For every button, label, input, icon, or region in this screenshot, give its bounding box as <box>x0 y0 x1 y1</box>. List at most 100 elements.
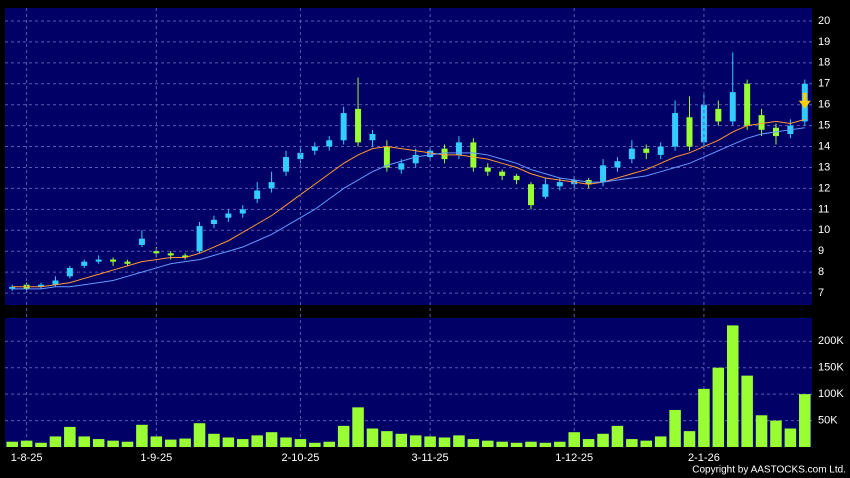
volume-bar <box>611 425 624 447</box>
volume-bar <box>539 442 552 447</box>
y-tick-label: 17 <box>818 78 830 90</box>
x-tick-label: 2-1-26 <box>688 452 720 464</box>
y-tick-label: 16 <box>818 99 830 111</box>
candle-body <box>355 108 362 143</box>
volume-bar <box>554 441 566 447</box>
volume-bar <box>49 436 62 447</box>
candle-body <box>470 142 477 168</box>
volume-bar <box>193 423 206 447</box>
volume-bar <box>64 426 76 447</box>
x-tick-label: 1-12-25 <box>555 452 593 464</box>
volume-bar <box>222 437 235 447</box>
volume-bar <box>525 441 537 447</box>
volume-panel <box>5 318 812 447</box>
candle-body <box>81 261 88 266</box>
volume-bar <box>237 439 249 447</box>
volume-bar <box>20 440 33 447</box>
volume-bar <box>755 415 768 447</box>
volume-bar <box>726 325 739 447</box>
candle-body <box>340 113 347 141</box>
volume-bar <box>107 440 119 447</box>
volume-bar <box>453 435 465 447</box>
candle-body <box>52 280 59 285</box>
volume-bar <box>35 442 47 447</box>
candle-body <box>758 115 765 130</box>
copyright: Copyright by AASTOCKS.com Ltd. <box>692 465 846 476</box>
candle-body <box>715 108 722 122</box>
candle-body <box>383 146 390 168</box>
candle-body <box>196 226 203 252</box>
volume-bar <box>309 442 321 447</box>
candle-body <box>254 190 261 199</box>
volume-bar <box>510 442 523 447</box>
y-tick-label: 15 <box>818 120 830 132</box>
y-tick-label: 7 <box>818 287 824 299</box>
candle-body <box>556 182 563 187</box>
candle-body <box>268 182 275 189</box>
candle-body <box>657 146 664 155</box>
volume-bar <box>741 375 753 447</box>
candle-body <box>369 134 376 141</box>
volume-bar <box>438 437 451 447</box>
volume-bar <box>669 409 681 447</box>
candle-body <box>225 213 232 218</box>
volume-bar <box>481 440 494 447</box>
volume-bar <box>582 439 595 447</box>
volume-bar <box>799 394 811 447</box>
candle-body <box>600 165 607 183</box>
plot-layer: 7 8 9 10 11 12 13 14 15 16 17 18 19 20 50K 100K 150K 200K… <box>5 8 844 464</box>
candle-body <box>326 140 333 147</box>
moving-average <box>12 127 805 290</box>
y-tick-label: 11 <box>818 203 829 215</box>
y-tick-label: 100K <box>818 388 844 400</box>
candle-body <box>499 171 506 176</box>
candle-body <box>527 184 534 206</box>
volume-bar <box>150 436 163 447</box>
candle-body <box>729 92 736 122</box>
candle-body <box>66 267 73 277</box>
volume-bar <box>712 367 725 447</box>
volume-bar <box>568 432 580 447</box>
y-tick-label: 150K <box>818 362 844 374</box>
candle-body <box>643 148 650 153</box>
candle-body <box>239 209 246 214</box>
candle-body <box>95 259 102 262</box>
candle-body <box>398 163 405 170</box>
marker-arrow <box>798 92 811 109</box>
volume-bar <box>352 407 364 447</box>
moving-average <box>12 118 805 288</box>
x-tick-label: 2-10-25 <box>281 452 319 464</box>
volume-bar <box>208 433 220 447</box>
volume-bar <box>366 428 379 447</box>
y-tick-label: 13 <box>818 161 830 173</box>
volume-bar <box>467 439 480 447</box>
candle-body <box>513 175 520 181</box>
volume-bar <box>6 441 18 447</box>
candle-body <box>484 167 491 172</box>
candle-body <box>167 253 174 256</box>
volume-bar <box>784 428 797 447</box>
candle-body <box>542 184 549 197</box>
volume-bar <box>597 433 609 447</box>
volume-bar <box>626 439 638 447</box>
volume-bar <box>395 433 408 447</box>
candle-body <box>614 161 621 168</box>
volume-bar <box>496 441 508 447</box>
candle-body <box>744 83 751 126</box>
volume-bar <box>654 436 667 447</box>
volume-bar <box>92 439 105 447</box>
volume-bar <box>136 424 148 447</box>
x-tick-label: 3-11-25 <box>412 452 449 464</box>
candle-body <box>9 286 16 289</box>
volume-bar <box>424 436 436 447</box>
volume-bar <box>381 431 393 447</box>
candle-body <box>311 146 318 151</box>
candle-body <box>283 157 290 172</box>
y-tick-label: 14 <box>818 140 830 152</box>
candle-body <box>110 259 117 262</box>
candle-body <box>124 261 131 264</box>
candle-body <box>441 148 448 160</box>
candle-body <box>412 154 419 164</box>
y-tick-label: 20 <box>818 15 830 27</box>
